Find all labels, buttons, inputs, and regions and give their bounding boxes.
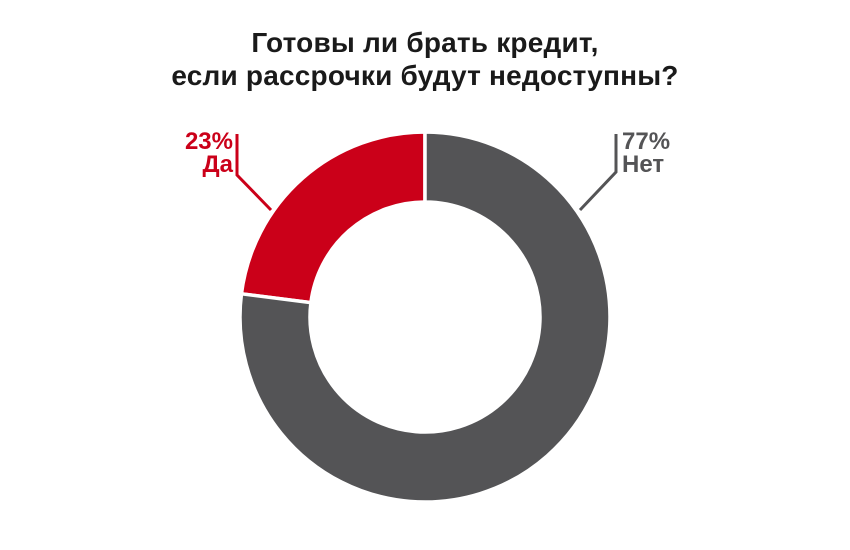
callout-no: 77% Нет <box>622 128 671 178</box>
callout-yes: 23% Да <box>184 128 233 178</box>
callout-no-label: Нет <box>622 151 665 178</box>
donut-slice-yes <box>239 130 427 305</box>
donut-slice-no <box>238 130 612 504</box>
callout-no-percent: 77% <box>622 128 671 155</box>
chart-title: Готовы ли брать кредит, если рассрочки б… <box>0 26 850 92</box>
chart-title-line-1: Готовы ли брать кредит, <box>251 27 599 58</box>
callout-line-no <box>578 134 618 212</box>
callout-line-yes <box>235 134 273 212</box>
callout-yes-label: Да <box>202 151 233 178</box>
callout-yes-percent: 23% <box>184 128 233 155</box>
chart-title-line-2: если рассрочки будут недоступны? <box>171 60 679 91</box>
